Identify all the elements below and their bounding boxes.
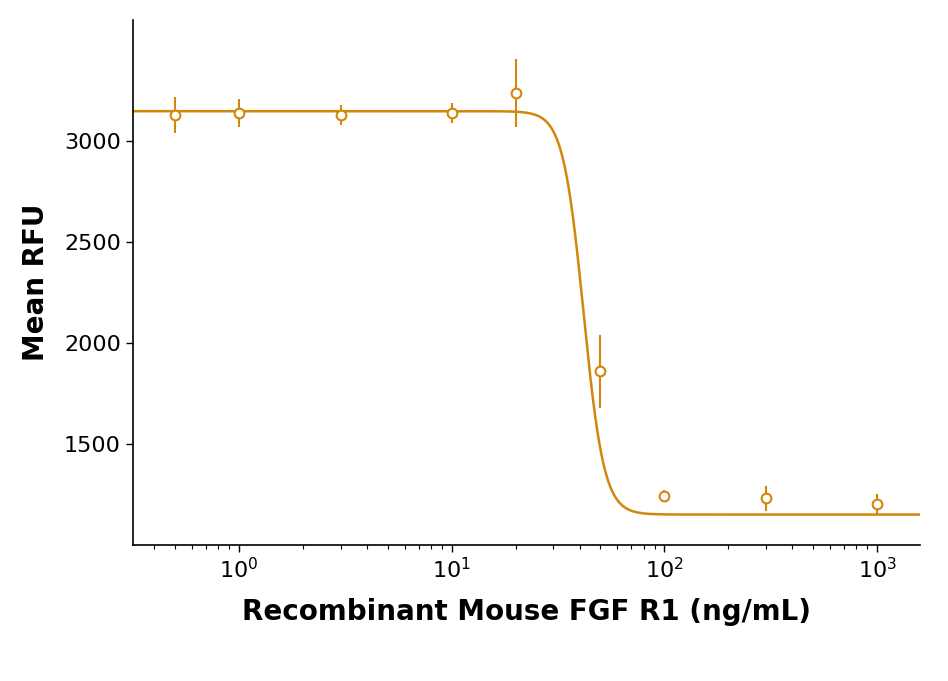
Y-axis label: Mean RFU: Mean RFU xyxy=(22,204,50,362)
X-axis label: Recombinant Mouse FGF R1 (ng/mL): Recombinant Mouse FGF R1 (ng/mL) xyxy=(242,599,811,627)
